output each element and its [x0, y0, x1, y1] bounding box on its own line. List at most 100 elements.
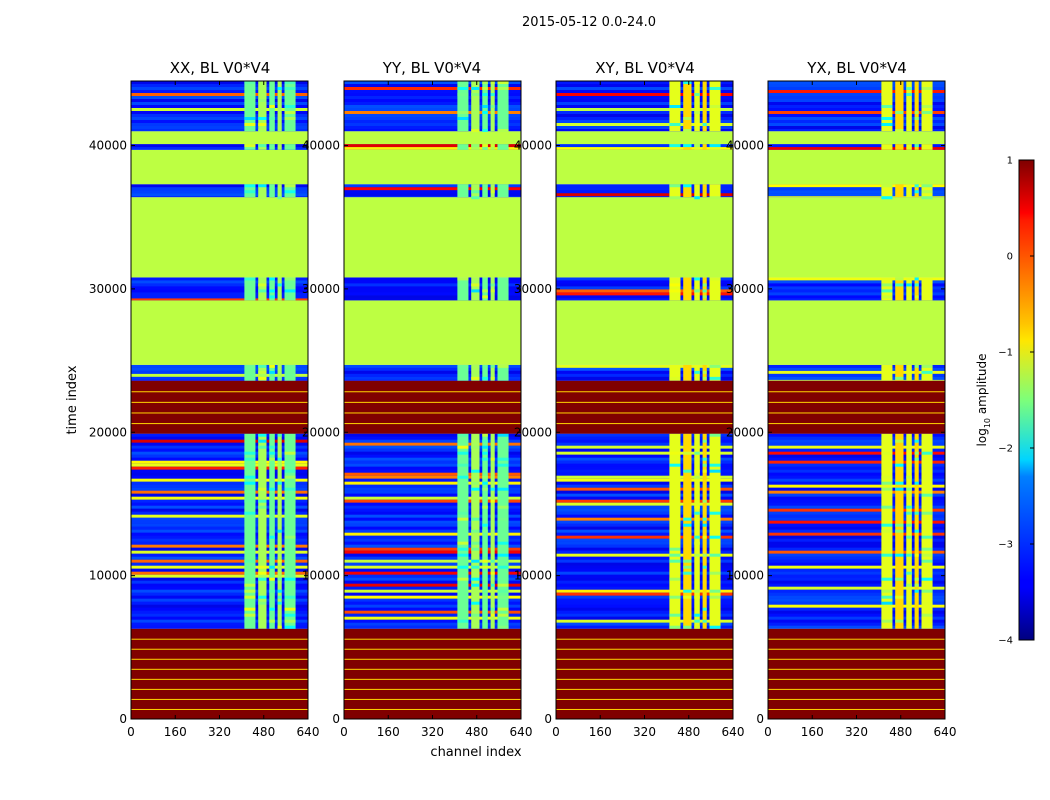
rfi-speckle — [497, 517, 509, 521]
rfi-speckle — [669, 463, 681, 467]
rfi-column — [694, 433, 700, 629]
noise-row — [556, 117, 733, 120]
noise-row — [556, 87, 733, 90]
noise-row — [344, 454, 521, 458]
noise-row — [131, 556, 308, 560]
rfi-speckle — [258, 445, 267, 449]
noise-row — [556, 520, 733, 524]
rfi-column — [702, 433, 707, 629]
x-tick-label: 320 — [845, 725, 868, 739]
rfi-speckle — [284, 184, 296, 188]
noise-row — [556, 144, 733, 148]
noise-row — [131, 298, 308, 301]
noise-row — [768, 583, 945, 587]
noise-row — [768, 108, 945, 111]
panel-3: XY, BL V0*V4 — [595, 59, 695, 77]
rfi-speckle — [471, 481, 480, 485]
rfi-speckle — [914, 583, 919, 587]
rfi-speckle — [895, 595, 904, 599]
noise-row — [344, 595, 521, 599]
rfi-column — [490, 277, 495, 301]
rfi-speckle — [269, 619, 275, 623]
rfi-speckle — [921, 196, 933, 200]
rfi-speckle — [694, 451, 700, 455]
rfi-speckle — [921, 601, 933, 605]
noise-row — [131, 577, 308, 581]
noise-row — [768, 436, 945, 440]
noise-row — [344, 190, 521, 194]
noise-row — [344, 117, 521, 120]
noise-row — [556, 604, 733, 608]
flag-stripe — [344, 688, 521, 690]
rfi-speckle — [702, 535, 707, 539]
y-tick-label: 20000 — [302, 425, 340, 439]
rfi-speckle — [497, 595, 509, 599]
rfi-speckle — [669, 123, 681, 126]
rfi-speckle — [490, 607, 495, 611]
rfi-column — [669, 277, 681, 301]
rfi-speckle — [914, 577, 919, 581]
flag-stripe — [556, 708, 733, 710]
flag-stripe — [131, 668, 308, 670]
rfi-speckle — [482, 565, 488, 569]
noise-row — [131, 283, 308, 287]
rfi-speckle — [683, 517, 692, 521]
flag-stripe — [344, 423, 521, 425]
flag-stripe — [768, 412, 945, 414]
rfi-speckle — [669, 283, 681, 287]
x-tick-label: 160 — [589, 725, 612, 739]
rfi-column — [906, 81, 912, 132]
rfi-speckle — [881, 475, 893, 479]
noise-row — [556, 448, 733, 452]
rfi-column — [895, 184, 904, 198]
rfi-speckle — [683, 184, 692, 188]
panel-1: XX, BL V0*V4 — [170, 59, 271, 77]
noise-row — [344, 526, 521, 530]
rfi-speckle — [258, 184, 267, 188]
noise-row — [556, 463, 733, 467]
rfi-speckle — [702, 553, 707, 557]
noise-row — [768, 544, 945, 548]
noise-row — [556, 439, 733, 443]
noise-row — [344, 96, 521, 99]
noise-row — [768, 619, 945, 623]
rfi-speckle — [694, 541, 700, 545]
noise-row — [556, 595, 733, 599]
noise-row — [131, 478, 308, 482]
rfi-speckle — [490, 376, 495, 380]
rfi-speckle — [244, 451, 256, 455]
noise-row — [556, 499, 733, 503]
noise-row — [131, 280, 308, 284]
noise-row — [131, 571, 308, 575]
rfi-column — [914, 277, 919, 301]
flag-stripe — [768, 678, 945, 680]
rfi-speckle — [258, 376, 267, 380]
rfi-column — [702, 144, 707, 150]
rfi-speckle — [482, 144, 488, 148]
noise-row — [131, 277, 308, 281]
flag-stripe — [556, 412, 733, 414]
rfi-speckle — [284, 607, 296, 611]
y-tick-label: 30000 — [89, 282, 127, 296]
panel-4-title: YX, BL V0*V4 — [806, 59, 907, 77]
rfi-speckle — [490, 487, 495, 491]
noise-row — [131, 610, 308, 614]
noise-row — [131, 439, 308, 443]
rfi-column — [471, 277, 480, 301]
noise-row — [768, 292, 945, 296]
noise-row — [131, 463, 308, 467]
flag-stripe — [768, 423, 945, 425]
rfi-speckle — [482, 111, 488, 114]
noise-row — [556, 277, 733, 281]
noise-row — [556, 111, 733, 114]
time-band — [768, 149, 945, 185]
rfi-speckle — [457, 553, 469, 557]
rfi-speckle — [277, 481, 282, 485]
noise-row — [768, 487, 945, 491]
noise-row — [344, 126, 521, 129]
noise-row — [131, 538, 308, 542]
rfi-speckle — [709, 463, 721, 467]
rfi-speckle — [277, 283, 282, 287]
rfi-speckle — [914, 589, 919, 593]
noise-row — [131, 595, 308, 599]
